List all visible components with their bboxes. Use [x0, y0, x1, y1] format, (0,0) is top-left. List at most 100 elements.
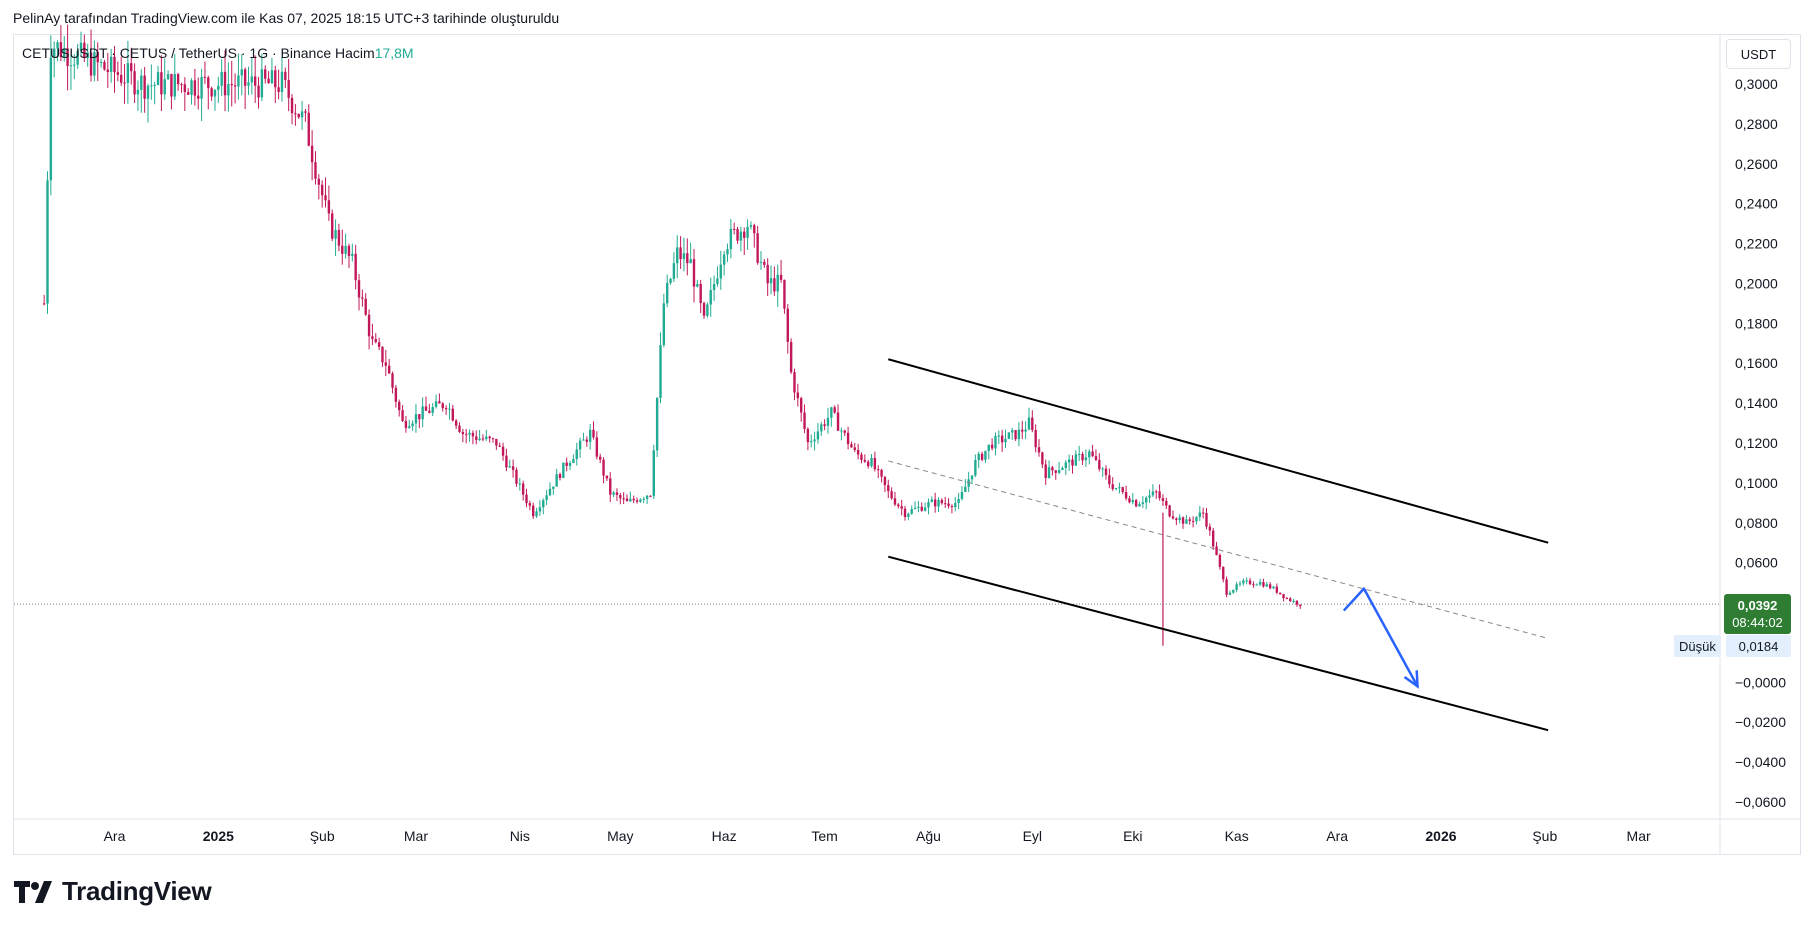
- candle-body: [1057, 469, 1061, 473]
- projection-arrowhead: [1403, 670, 1419, 689]
- candle-body: [676, 247, 679, 264]
- candle-body: [404, 420, 408, 428]
- candle-body: [166, 74, 170, 80]
- candle-body: [277, 87, 280, 92]
- candle-body: [344, 245, 347, 254]
- candle-body: [659, 345, 662, 398]
- candle-body: [769, 278, 773, 284]
- candle-body: [260, 69, 264, 98]
- last-price-value: 0,0392: [1737, 598, 1778, 613]
- candle-body: [317, 178, 321, 185]
- candle-body: [1088, 451, 1091, 458]
- candle-body: [1148, 495, 1151, 498]
- candle-body: [1265, 584, 1268, 587]
- candle-body: [699, 284, 702, 304]
- candle-body: [1084, 457, 1088, 461]
- candle-body: [495, 438, 498, 446]
- candle-body: [552, 486, 555, 489]
- candle-body: [923, 507, 927, 511]
- candle-body: [106, 69, 109, 73]
- candle-body: [763, 261, 766, 265]
- candle-body: [227, 84, 230, 96]
- candle-body: [183, 84, 187, 93]
- candle-body: [1061, 468, 1064, 470]
- candle-body: [103, 62, 106, 70]
- candle-body: [408, 426, 411, 428]
- candle-body: [799, 398, 803, 413]
- candle-body: [123, 82, 126, 84]
- candle-body: [629, 498, 632, 502]
- candle-body: [652, 450, 655, 496]
- candle-body: [250, 76, 254, 83]
- candle-body: [1134, 500, 1138, 507]
- candle-body: [1248, 580, 1252, 585]
- candle-body: [826, 417, 830, 426]
- candle-body: [964, 486, 967, 492]
- candle-body: [207, 77, 210, 89]
- candle-body: [679, 247, 682, 260]
- candle-body: [475, 436, 478, 441]
- candle-body: [1245, 580, 1248, 582]
- candle-body: [377, 342, 381, 347]
- candle-body: [1222, 566, 1225, 580]
- candle-body: [46, 180, 49, 304]
- candle-body: [582, 439, 585, 441]
- candle-body: [176, 74, 180, 85]
- candle-body: [153, 84, 156, 86]
- candle-body: [990, 444, 994, 449]
- tradingview-logo[interactable]: TradingView: [14, 876, 212, 907]
- candle-body: [458, 425, 461, 432]
- candle-body: [1258, 582, 1262, 585]
- candle-body: [444, 408, 448, 410]
- candle-body: [478, 438, 481, 441]
- candle-body: [485, 436, 488, 440]
- currency-unit-button[interactable]: USDT: [1726, 39, 1791, 69]
- time-tick-label: Mar: [404, 828, 428, 844]
- candle-body: [542, 500, 545, 508]
- volume-label: Hacim: [335, 45, 375, 61]
- candle-body: [823, 424, 826, 426]
- last-price-label: 0,0392 08:44:02: [1724, 594, 1791, 634]
- candle-body: [692, 259, 696, 287]
- candle-body: [592, 429, 595, 438]
- candle-body: [719, 264, 722, 279]
- candle-body: [950, 506, 954, 508]
- candle-body: [1188, 519, 1191, 521]
- candle-body: [585, 439, 588, 442]
- candle-body: [796, 392, 800, 399]
- candle-body: [1081, 453, 1084, 461]
- price-tick-label: −0,0200: [1735, 714, 1786, 730]
- candle-body: [1185, 519, 1188, 524]
- candle-body: [331, 213, 334, 239]
- time-tick-label: Ağu: [916, 828, 941, 844]
- candle-body: [1268, 584, 1272, 589]
- candle-body: [1278, 592, 1282, 595]
- candle-body: [810, 441, 813, 443]
- candle-body: [602, 459, 605, 476]
- candle-body: [933, 499, 937, 507]
- candle-body: [1021, 429, 1024, 432]
- candle-body: [1151, 491, 1155, 496]
- candle-body: [341, 245, 344, 254]
- candle-body: [267, 78, 270, 84]
- candle-body: [619, 494, 622, 499]
- candle-body: [1098, 459, 1101, 470]
- time-tick-label: Nis: [510, 828, 530, 844]
- candle-body: [223, 71, 227, 96]
- tradingview-wordmark: TradingView: [62, 876, 212, 906]
- candle-body: [803, 412, 806, 429]
- candle-body: [555, 474, 558, 487]
- candle-body: [1078, 453, 1081, 455]
- candle-body: [545, 495, 548, 501]
- candle-body: [56, 42, 59, 49]
- candle-body: [501, 446, 505, 456]
- candle-body: [1208, 526, 1212, 531]
- candle-body: [900, 506, 903, 509]
- candle-body: [83, 42, 86, 58]
- symbol-legend[interactable]: CETUSUSDT · CETUS / TetherUS · 1G · Bina…: [22, 45, 414, 61]
- candle-body: [565, 462, 568, 466]
- price-tick-label: 0,1400: [1735, 395, 1778, 411]
- candle-body: [1011, 430, 1014, 433]
- candle-body: [42, 303, 46, 305]
